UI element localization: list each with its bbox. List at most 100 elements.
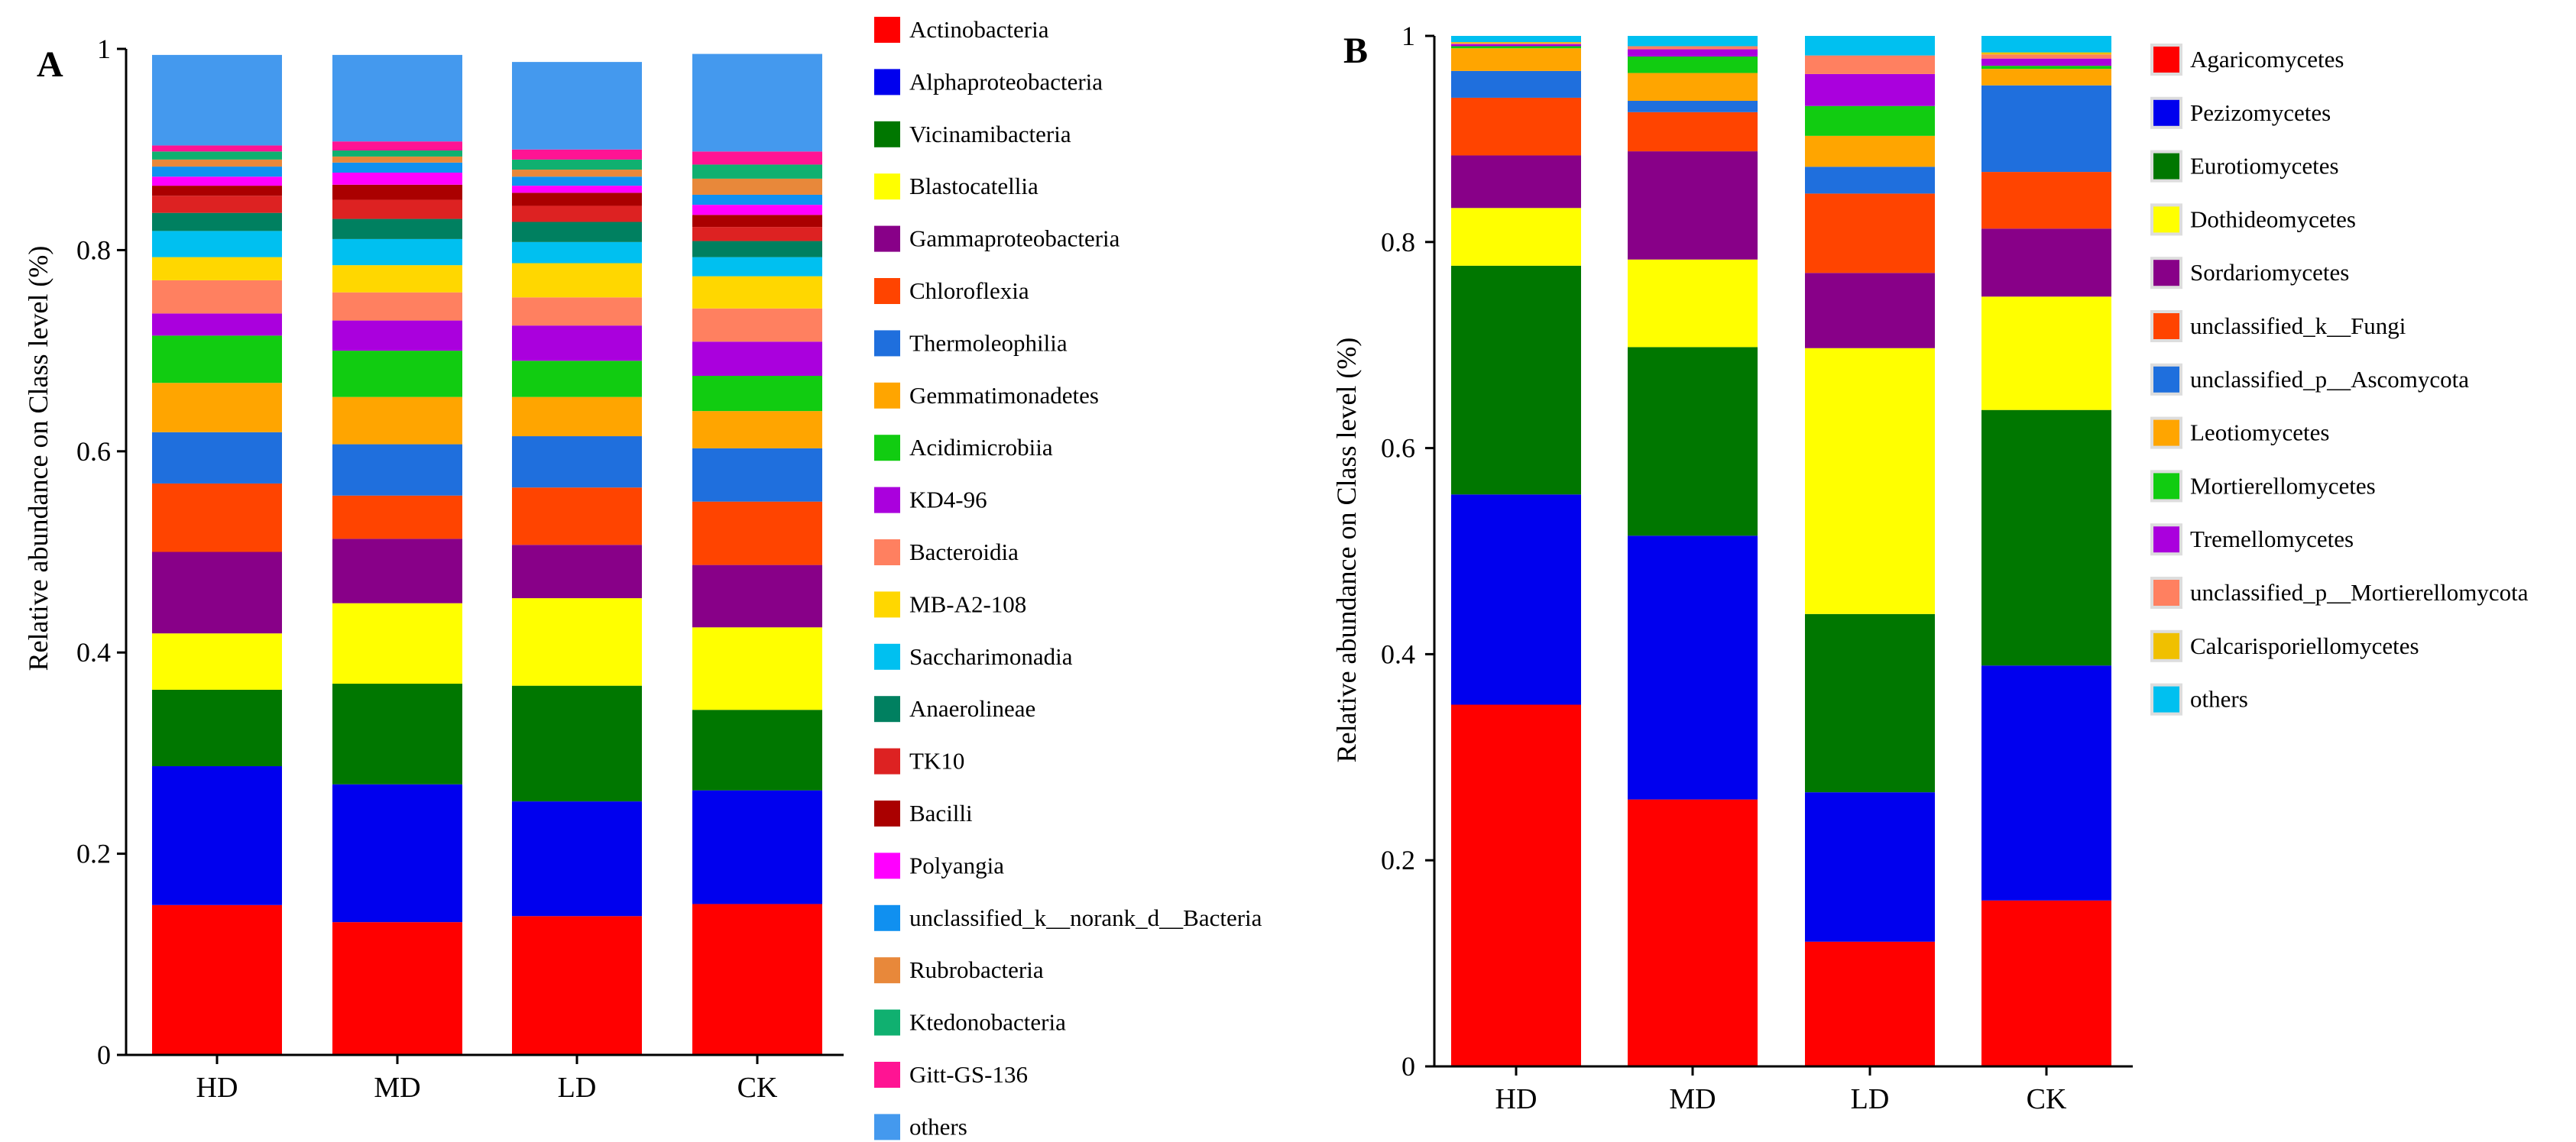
bar-segment-a-ld-0 — [512, 916, 642, 1055]
bar-segment-b-ld-1 — [1805, 792, 1935, 942]
bar-segment-b-ck-7 — [1981, 69, 2111, 86]
legend-swatch-a-16 — [874, 852, 900, 879]
bar-segment-a-ld-2 — [512, 685, 642, 802]
y-tick-label: 0.2 — [76, 839, 111, 869]
panel-a: A Relative abundance on Class level (%) … — [23, 16, 1262, 1140]
legend-label-b-11: Calcarisporiellomycetes — [2190, 632, 2419, 659]
panel-a-y-ticks: 0 0.2 0.4 0.6 0.8 1 — [76, 34, 126, 1070]
bar-segment-b-ld-12 — [1805, 36, 1935, 56]
panel-b-letter: B — [1343, 31, 1368, 71]
panel-a-letter: A — [37, 44, 63, 85]
legend-swatch-a-4 — [874, 225, 900, 252]
bar-segment-a-ld-3 — [512, 598, 642, 686]
bar-segment-b-ck-1 — [1981, 665, 2111, 901]
x-tick-label-ld: LD — [1851, 1083, 1890, 1115]
bar-segment-a-ck-2 — [692, 710, 822, 791]
bar-segment-b-ck-5 — [1981, 172, 2111, 229]
bar-segment-a-ck-3 — [692, 627, 822, 710]
legend-swatch-a-3 — [874, 173, 900, 200]
bar-segment-b-ck-4 — [1981, 228, 2111, 297]
panel-a-x-ticks: HD MD LD CK — [196, 1055, 778, 1104]
bar-segment-a-md-15 — [332, 184, 462, 200]
bar-segment-b-ck-6 — [1981, 85, 2111, 173]
bar-segment-a-ld-17 — [512, 176, 642, 186]
legend-label-a-13: Anaerolineae — [909, 695, 1035, 722]
panel-b-x-ticks: HD MD LD CK — [1495, 1066, 2067, 1115]
legend-swatch-a-2 — [874, 121, 900, 147]
bar-segment-b-hd-3 — [1451, 208, 1581, 266]
legend-label-b-3: Dothideomycetes — [2190, 205, 2356, 232]
bar-segment-a-md-2 — [332, 684, 462, 785]
bar-segment-a-md-4 — [332, 539, 462, 603]
bar-segment-a-ld-19 — [512, 159, 642, 170]
bar-segment-b-ld-10 — [1805, 55, 1935, 74]
bar-segment-a-md-14 — [332, 199, 462, 219]
bar-segment-a-hd-16 — [152, 176, 282, 186]
legend-swatch-b-0 — [2153, 47, 2179, 73]
bar-segment-a-ld-16 — [512, 186, 642, 193]
y-tick-label: 1 — [97, 34, 111, 64]
bar-segment-a-hd-3 — [152, 633, 282, 690]
bar-segment-b-hd-4 — [1451, 155, 1581, 209]
bar-segment-b-ld-8 — [1805, 105, 1935, 136]
bar-segment-a-ck-11 — [692, 276, 822, 309]
bar-segment-a-ld-20 — [512, 149, 642, 160]
bar-segment-a-hd-6 — [152, 432, 282, 484]
bar-segment-b-ck-10 — [1981, 54, 2111, 59]
bar-segment-a-ld-5 — [512, 487, 642, 545]
legend-swatch-a-14 — [874, 748, 900, 775]
legend-label-b-6: unclassified_p__Ascomycota — [2190, 366, 2469, 393]
bar-segment-b-md-3 — [1628, 259, 1758, 348]
panel-a-bars — [152, 53, 822, 1055]
x-tick-label-ld: LD — [558, 1072, 597, 1104]
y-tick-label: 0.6 — [1381, 433, 1415, 464]
legend-label-a-15: Bacilli — [909, 800, 973, 827]
bar-segment-b-md-5 — [1628, 112, 1758, 152]
bar-segment-a-md-13 — [332, 218, 462, 239]
bar-segment-b-md-8 — [1628, 56, 1758, 73]
bar-segment-b-hd-8 — [1451, 46, 1581, 49]
x-tick-label-hd: HD — [1495, 1083, 1537, 1115]
bar-segment-b-ck-2 — [1981, 409, 2111, 666]
bar-segment-b-md-10 — [1628, 46, 1758, 50]
bar-segment-a-ck-21 — [692, 53, 822, 152]
bar-segment-a-ck-12 — [692, 257, 822, 277]
legend-swatch-a-0 — [874, 17, 900, 43]
legend-label-a-10: Bacteroidia — [909, 539, 1019, 565]
legend-label-a-11: MB-A2-108 — [909, 590, 1026, 617]
x-tick-label-md: MD — [1669, 1083, 1716, 1115]
bar-segment-a-ld-8 — [512, 361, 642, 397]
bar-segment-a-md-17 — [332, 162, 462, 173]
legend-swatch-a-7 — [874, 382, 900, 409]
bar-segment-a-hd-14 — [152, 196, 282, 213]
bar-segment-a-md-9 — [332, 320, 462, 351]
legend-label-b-12: others — [2190, 686, 2248, 713]
bar-segment-a-ld-14 — [512, 205, 642, 222]
bar-segment-a-md-3 — [332, 603, 462, 684]
bar-segment-a-ld-1 — [512, 801, 642, 917]
bar-segment-a-hd-21 — [152, 54, 282, 146]
bar-segment-b-md-0 — [1628, 799, 1758, 1066]
bar-segment-a-hd-12 — [152, 231, 282, 257]
bar-segment-b-ck-12 — [1981, 36, 2111, 53]
y-tick-label: 0.4 — [1381, 639, 1415, 669]
bar-segment-a-ck-1 — [692, 790, 822, 904]
legend-label-a-14: TK10 — [909, 748, 964, 775]
legend-label-a-2: Vicinamibacteria — [909, 121, 1071, 147]
legend-label-a-19: Ktedonobacteria — [909, 1009, 1066, 1036]
bar-segment-b-ck-3 — [1981, 296, 2111, 410]
legend-swatch-b-11 — [2153, 632, 2179, 659]
legend-label-a-17: unclassified_k__norank_d__Bacteria — [909, 904, 1262, 931]
bar-segment-b-ld-2 — [1805, 613, 1935, 793]
bar-segment-a-md-11 — [332, 265, 462, 293]
bar-segment-b-md-2 — [1628, 347, 1758, 536]
bar-segment-a-hd-5 — [152, 483, 282, 552]
legend-label-a-4: Gammaproteobacteria — [909, 225, 1120, 252]
bar-segment-a-ck-20 — [692, 151, 822, 165]
legend-label-b-10: unclassified_p__Mortierellomycota — [2190, 579, 2529, 606]
x-tick-label-ck: CK — [2027, 1083, 2067, 1115]
legend-label-a-6: Thermoleophilia — [909, 329, 1068, 356]
legend-label-b-0: Agaricomycetes — [2190, 46, 2344, 73]
bar-segment-a-hd-19 — [152, 151, 282, 160]
legend-swatch-a-17 — [874, 904, 900, 931]
